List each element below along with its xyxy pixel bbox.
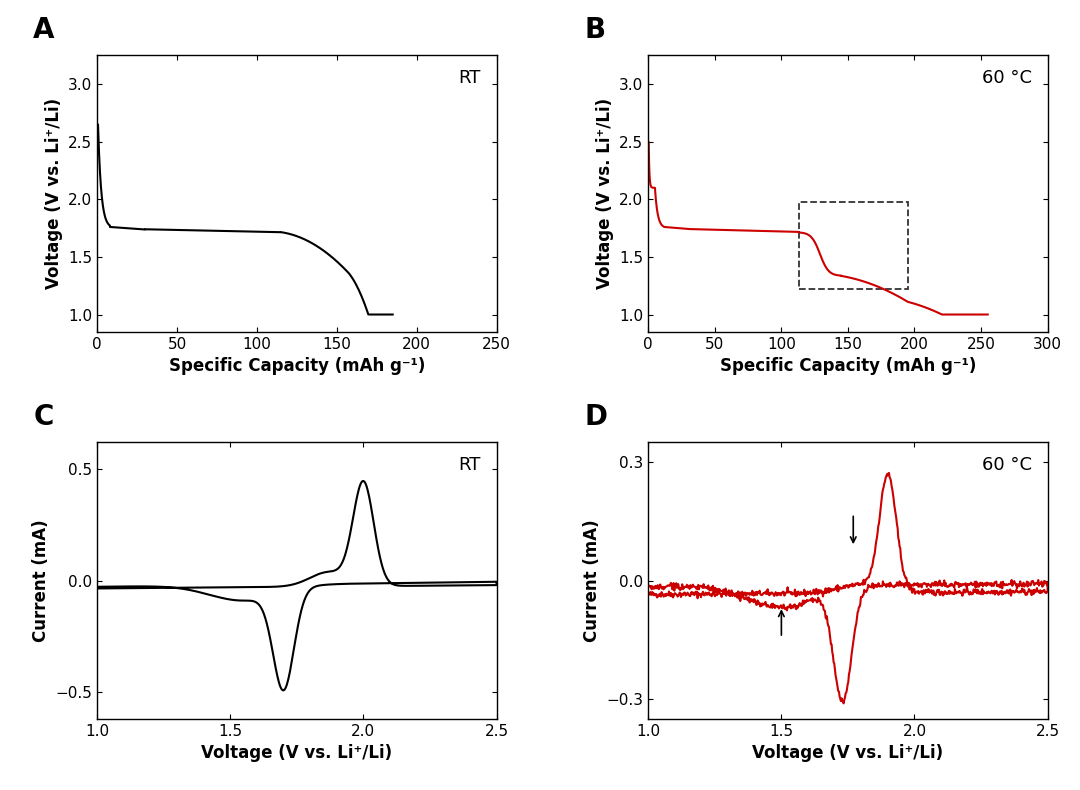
Text: B: B: [584, 17, 606, 44]
X-axis label: Specific Capacity (mAh g⁻¹): Specific Capacity (mAh g⁻¹): [168, 357, 426, 375]
Text: RT: RT: [458, 70, 481, 87]
X-axis label: Specific Capacity (mAh g⁻¹): Specific Capacity (mAh g⁻¹): [719, 357, 976, 375]
Text: RT: RT: [458, 456, 481, 474]
Text: C: C: [33, 404, 54, 431]
Text: 60 °C: 60 °C: [982, 456, 1031, 474]
Text: D: D: [584, 404, 607, 431]
Bar: [799, 201, 908, 289]
X-axis label: Voltage (V vs. Li⁺/Li): Voltage (V vs. Li⁺/Li): [201, 744, 392, 762]
Text: 60 °C: 60 °C: [982, 70, 1031, 87]
X-axis label: Voltage (V vs. Li⁺/Li): Voltage (V vs. Li⁺/Li): [753, 744, 944, 762]
Text: A: A: [33, 17, 55, 44]
Y-axis label: Voltage (V vs. Li⁺/Li): Voltage (V vs. Li⁺/Li): [44, 98, 63, 289]
Y-axis label: Current (mA): Current (mA): [32, 519, 50, 642]
Y-axis label: Voltage (V vs. Li⁺/Li): Voltage (V vs. Li⁺/Li): [595, 98, 613, 289]
Y-axis label: Current (mA): Current (mA): [583, 519, 600, 642]
